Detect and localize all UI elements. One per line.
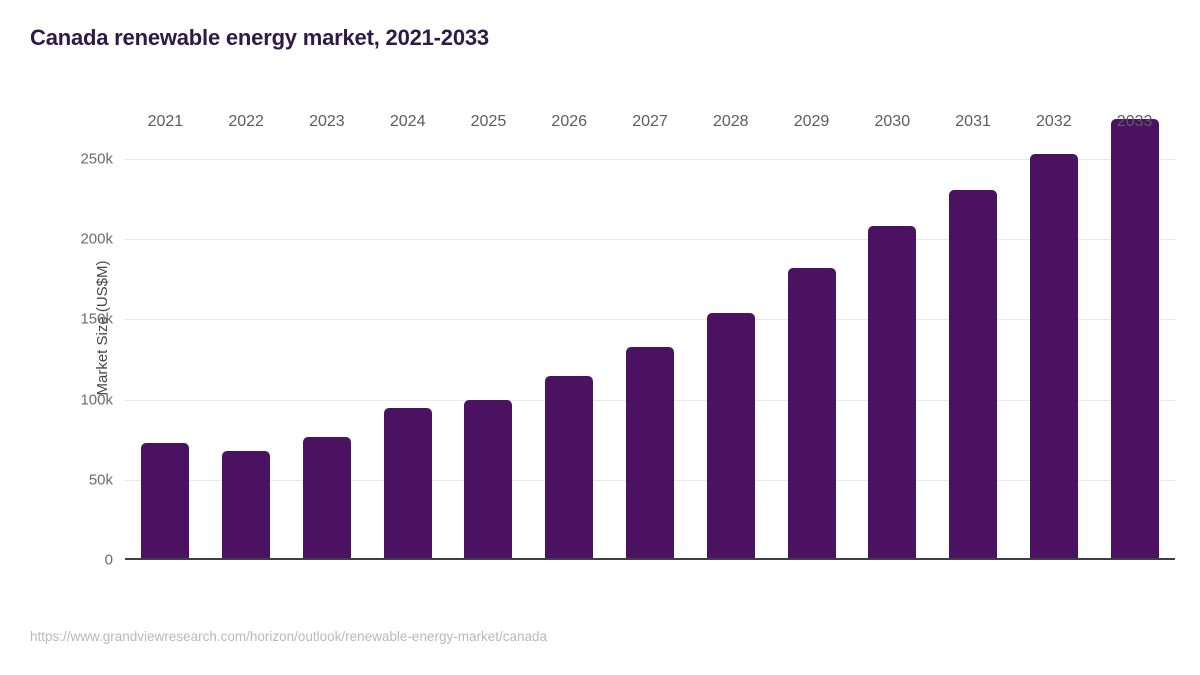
- bar-group: 2024: [367, 95, 448, 560]
- page-title: Canada renewable energy market, 2021-203…: [30, 25, 489, 50]
- bar-group: 2022: [206, 95, 287, 560]
- bar[interactable]: [868, 226, 917, 560]
- plot-area: Market Size (US$M) 0 50k 100k 150k 200k 250k …: [80, 95, 1175, 569]
- source-url: https://www.grandviewresearch.com/horizo…: [30, 629, 548, 644]
- bar-group: 2021: [125, 95, 206, 560]
- y-tick-label: 100k: [80, 391, 113, 409]
- bar-group: 2028: [690, 95, 771, 560]
- bar-group: 2027: [610, 95, 691, 560]
- gridline: [125, 159, 1175, 161]
- bar-group: 2025: [448, 95, 529, 560]
- bar-group: 2031: [933, 95, 1014, 560]
- x-tick-label: 2023: [309, 113, 345, 130]
- y-tick-label: 200k: [80, 230, 113, 248]
- x-tick-label: 2030: [874, 113, 911, 130]
- bar[interactable]: [302, 436, 351, 560]
- bar-group: 2032: [1013, 95, 1094, 560]
- y-tick-label: 0: [104, 551, 113, 569]
- gridline: [125, 239, 1175, 241]
- y-tick-label: 150k: [80, 310, 113, 328]
- bars-container: 2021 2022 2023 2024 2025 2026 2027 2028 2029 2030…: [125, 95, 1175, 560]
- bar[interactable]: [1110, 119, 1159, 560]
- x-tick-label: 2025: [470, 113, 507, 130]
- bar[interactable]: [787, 268, 836, 560]
- bar-group: 2030: [852, 95, 933, 560]
- bar[interactable]: [1029, 154, 1078, 560]
- x-tick-label: 2032: [1036, 113, 1072, 130]
- x-tick-label: 2031: [955, 113, 991, 130]
- bar-group: 2029: [771, 95, 852, 560]
- x-tick-label: 2028: [712, 113, 749, 130]
- bar[interactable]: [625, 346, 674, 560]
- x-tick-label: 2029: [793, 113, 830, 130]
- x-tick-label: 2026: [551, 113, 588, 130]
- bar[interactable]: [141, 442, 190, 560]
- y-tick-label: 50k: [88, 471, 113, 489]
- bar[interactable]: [545, 375, 594, 560]
- x-axis-line: [125, 558, 1175, 560]
- gridline: [125, 319, 1175, 321]
- x-tick-label: 2021: [147, 113, 184, 130]
- y-tick-label: 250k: [80, 150, 113, 168]
- bar[interactable]: [383, 407, 432, 560]
- x-tick-label: 2022: [228, 113, 264, 130]
- bar-group: 2023: [287, 95, 368, 560]
- bar[interactable]: [464, 399, 513, 560]
- bar[interactable]: [222, 450, 271, 560]
- bar[interactable]: [706, 313, 755, 560]
- x-tick-label: 2033: [1116, 113, 1153, 130]
- bar-group: 2033: [1094, 95, 1175, 560]
- bar-group: 2026: [529, 95, 610, 560]
- x-tick-label: 2027: [632, 113, 668, 130]
- bar[interactable]: [949, 189, 998, 560]
- x-tick-label: 2024: [389, 113, 426, 130]
